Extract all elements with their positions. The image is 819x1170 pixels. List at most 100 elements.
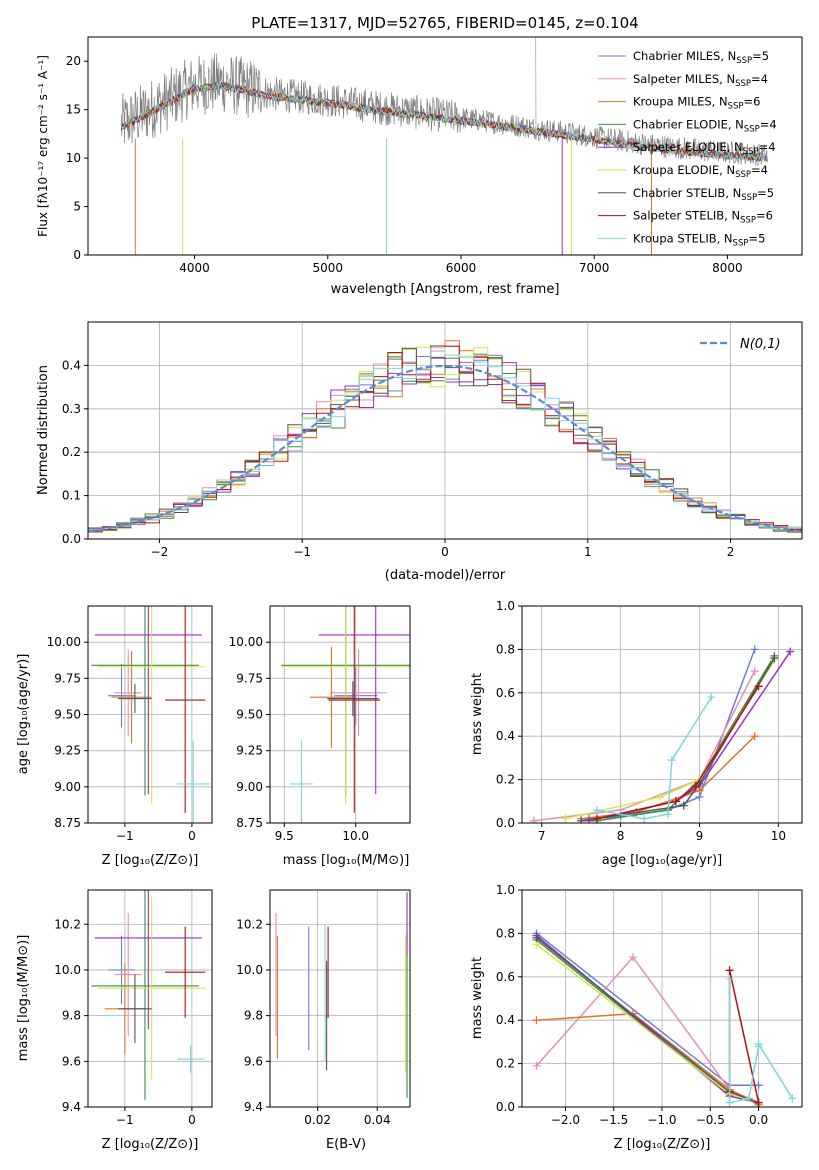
legend-subscript: SSP: [743, 147, 759, 157]
mass-vs-metallicity-xlabel: Z [log₁₀(Z/Z⊙)]: [102, 1137, 199, 1152]
plus-marker: [691, 782, 700, 791]
age-vs-metallicity-ylabel: age [log₁₀(age/yr)]: [16, 654, 31, 775]
mass-weight-line-9: [728, 979, 793, 1104]
mass-weight-vs-age-frame: [521, 605, 803, 824]
y-tick-label: 8.75: [236, 816, 263, 830]
x-tick-label: 8: [617, 829, 625, 843]
mass-weight-line-8: [728, 970, 760, 1103]
plus-marker: [663, 810, 672, 819]
legend-gaussian-label: N(0,1): [740, 337, 781, 352]
legend-label-8: Salpeter STELIB, NSSP=6: [633, 209, 773, 226]
y-tick-label: 8.75: [54, 816, 81, 830]
plus-marker: [707, 693, 716, 702]
x-tick-label: 7000: [579, 261, 610, 275]
y-tick-label: 10: [66, 151, 81, 165]
gaussian-reference-curve: [88, 364, 802, 533]
legend-nssp: =5: [757, 186, 774, 200]
y-tick-label: 20: [66, 54, 81, 68]
x-tick-label: 6000: [446, 261, 477, 275]
x-tick-label: −1: [116, 1113, 134, 1127]
plus-marker: [561, 814, 570, 823]
legend-label-9: Kroupa STELIB, NSSP=5: [633, 231, 765, 248]
x-tick-label: −1: [116, 829, 134, 843]
legend-subscript: SSP: [740, 216, 756, 226]
plus-marker: [770, 654, 779, 663]
mass-weight-vs-age-xlabel: age [log₁₀(age/yr)]: [602, 853, 723, 868]
y-tick-label: 0.8: [496, 642, 515, 656]
plus-marker: [532, 1061, 541, 1070]
legend-nssp: =6: [756, 209, 773, 223]
mass-vs-metallicity-frame: [87, 889, 213, 1108]
plus-marker: [754, 1040, 763, 1049]
plus-marker: [788, 1094, 797, 1103]
mass-weight-vs-metallicity-ylabel: mass weight: [470, 957, 485, 1039]
plus-marker: [656, 792, 665, 801]
mass-weight-vs-metallicity-xlabel: Z [log₁₀(Z/Z⊙)]: [614, 1137, 711, 1152]
plus-marker: [629, 953, 638, 962]
age-vs-metallicity-panel: −1 0 8.75 9.00 9.25 9.50 9.75 10.00 Z [log₁₀(Z/…: [16, 605, 213, 868]
residual-histogram-8: [88, 345, 802, 539]
plus-marker: [750, 645, 759, 654]
y-tick-label: 0.2: [496, 773, 515, 787]
y-tick-label: 10.2: [236, 917, 263, 931]
mass-weight-line-1: [536, 932, 759, 1087]
y-tick-label: 9.8: [244, 1009, 263, 1023]
y-tick-label: 9.25: [236, 744, 263, 758]
y-tick-label: 10.00: [229, 635, 263, 649]
legend-nssp: =5: [748, 231, 765, 245]
y-tick-label: 1.0: [496, 599, 515, 613]
y-tick-label: 0.1: [62, 489, 81, 503]
x-tick-label: −0.5: [696, 1113, 725, 1127]
plus-marker: [725, 1098, 734, 1107]
residuals-xlabel: (data-model)/error: [385, 568, 506, 583]
residuals-legend: N(0,1): [700, 337, 781, 352]
y-tick-label: 0.2: [496, 1057, 515, 1071]
mass-weight-line-9: [596, 696, 712, 820]
legend-subscript: SSP: [733, 238, 749, 248]
x-tick-label: 0: [188, 829, 196, 843]
legend-subscript: SSP: [741, 193, 757, 203]
x-tick-label: 1: [584, 545, 592, 559]
x-tick-label: −1: [293, 545, 311, 559]
mass-weight-line-8: [596, 685, 760, 820]
y-tick-label: 9.50: [54, 708, 81, 722]
y-tick-label: 0.0: [496, 1100, 515, 1114]
age-vs-metallicity-xlabel: Z [log₁₀(Z/Z⊙)]: [102, 853, 199, 868]
legend-label-7: Chabrier STELIB, NSSP=5: [633, 186, 774, 203]
y-tick-label: 9.8: [62, 1009, 81, 1023]
y-tick-label: 0.4: [496, 729, 515, 743]
legend-subscript: SSP: [728, 102, 744, 112]
y-tick-label: 10.0: [236, 963, 263, 977]
x-tick-label: −2: [151, 545, 169, 559]
y-tick-label: 0.4: [496, 1013, 515, 1027]
legend-label-3: Kroupa MILES, NSSP=6: [633, 95, 760, 112]
plus-marker: [671, 797, 680, 806]
x-tick-label: 5000: [313, 261, 344, 275]
spectrum-xlabel: wavelength [Angstrom, rest frame]: [331, 282, 560, 297]
y-tick-label: 0.2: [62, 445, 81, 459]
age-vs-mass-panel: 9.5 10.0 8.75 9.00 9.25 9.50 9.75 10.00 mass [l…: [229, 605, 411, 868]
legend-nssp: =4: [759, 140, 776, 154]
x-tick-label: 4000: [179, 261, 210, 275]
x-tick-label: 2: [727, 545, 735, 559]
mass-weight-line-6: [536, 943, 759, 1104]
age-vs-mass-xlabel: mass [log₁₀(M/M⊙)]: [283, 853, 410, 868]
legend-label-5: Salpeter ELODIE, NSSP=4: [633, 140, 776, 157]
x-tick-label: 10.0: [342, 829, 369, 843]
x-tick-label: 7: [538, 829, 546, 843]
y-tick-label: 9.25: [54, 744, 81, 758]
y-tick-label: 0.6: [496, 686, 515, 700]
y-tick-label: 9.00: [54, 780, 81, 794]
plus-marker: [744, 1094, 753, 1103]
y-tick-label: 9.00: [236, 780, 263, 794]
y-tick-label: 10.00: [47, 635, 81, 649]
x-tick-label: 0.02: [304, 1113, 331, 1127]
spectrum-legend: Chabrier MILES, NSSP=5 Salpeter MILES, NS…: [598, 49, 777, 248]
y-tick-label: 9.75: [236, 671, 263, 685]
x-tick-label: 9: [696, 829, 704, 843]
figure-title: PLATE=1317, MJD=52765, FIBERID=0145, z=0…: [251, 14, 638, 32]
mass-weight-line-7: [581, 657, 776, 822]
y-tick-label: 0.8: [496, 926, 515, 940]
plus-marker: [532, 1016, 541, 1025]
